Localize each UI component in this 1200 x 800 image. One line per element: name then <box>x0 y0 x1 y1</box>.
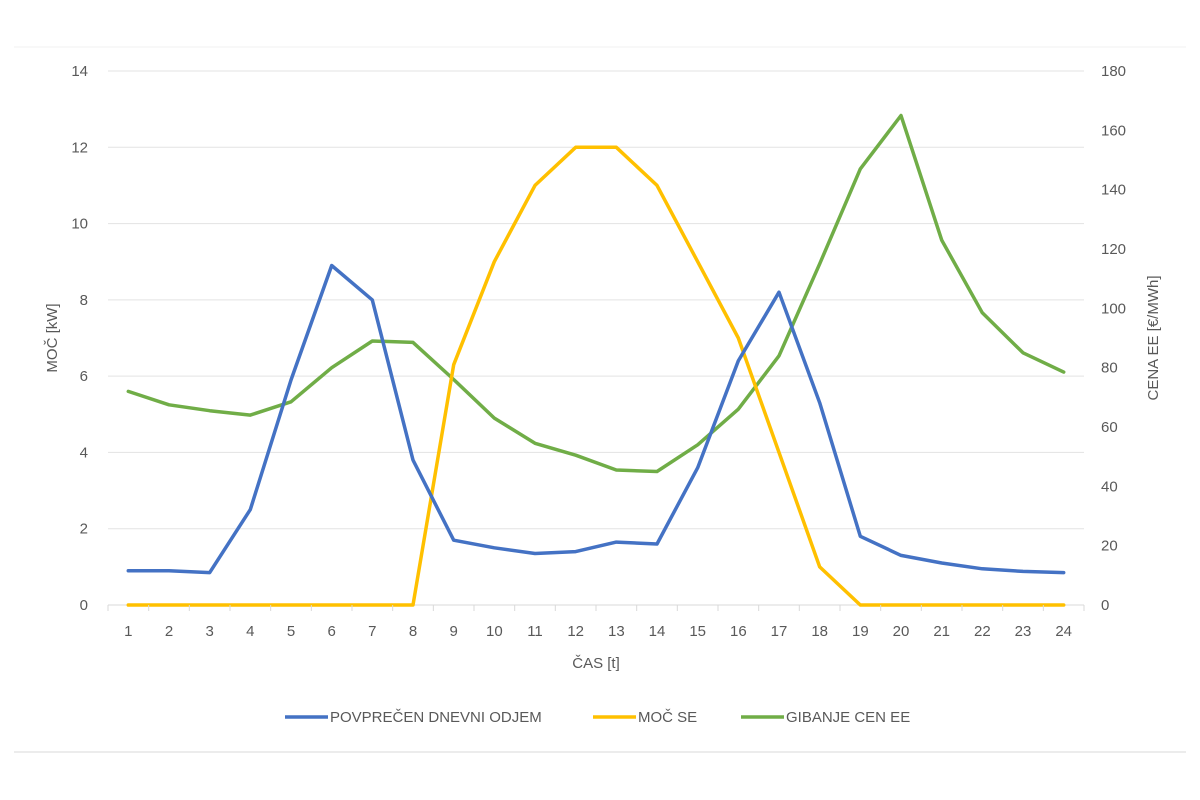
right-axis-ticks: 0 20 40 60 80 100 120 140 160 180 <box>1101 63 1126 614</box>
left-axis-tick-label: 2 <box>80 521 88 538</box>
x-axis-tick-label: 13 <box>608 623 625 640</box>
left-axis-title: MOČ [kW] <box>44 303 61 372</box>
right-axis-tick-label: 0 <box>1101 597 1109 614</box>
x-axis-tick-label: 8 <box>409 623 417 640</box>
right-axis-tick-label: 120 <box>1101 241 1126 258</box>
x-axis-tick-label: 2 <box>165 623 173 640</box>
x-axis-tick-label: 7 <box>368 623 376 640</box>
legend-label: POVPREČEN DNEVNI ODJEM <box>330 709 542 726</box>
right-axis-tick-label: 60 <box>1101 419 1118 436</box>
x-axis-tick-label: 6 <box>327 623 335 640</box>
x-axis-tick-label: 18 <box>811 623 828 640</box>
right-axis-tick-label: 100 <box>1101 300 1126 317</box>
legend-label: GIBANJE CEN EE <box>786 709 910 726</box>
x-axis-title: ČAS [t] <box>572 655 620 672</box>
right-axis-tick-label: 180 <box>1101 63 1126 80</box>
right-axis-tick-label: 140 <box>1101 182 1126 199</box>
x-axis-tick-label: 19 <box>852 623 869 640</box>
left-axis-tick-label: 8 <box>80 292 88 309</box>
series-layer <box>126 113 1066 607</box>
x-axis-ticks: 1 2 3 4 5 6 7 8 9 10 11 12 13 14 15 16 17 18 19 20 21 22 23 24 <box>107 605 1085 640</box>
x-axis-tick-label: 16 <box>730 623 747 640</box>
x-axis-tick-label: 22 <box>974 623 991 640</box>
x-axis-tick-label: 24 <box>1055 623 1072 640</box>
legend-label: MOČ SE <box>638 709 697 726</box>
x-axis-tick-label: 5 <box>287 623 295 640</box>
left-axis-tick-label: 14 <box>71 63 88 80</box>
left-axis-tick-label: 6 <box>80 368 88 385</box>
x-axis-tick-label: 4 <box>246 623 254 640</box>
right-axis-tick-label: 160 <box>1101 122 1126 139</box>
series-line-1 <box>126 263 1066 575</box>
left-axis-tick-label: 12 <box>71 139 88 156</box>
x-axis-tick-label: 23 <box>1015 623 1032 640</box>
x-axis-tick-label: 14 <box>649 623 666 640</box>
x-axis-tick-label: 20 <box>893 623 910 640</box>
x-axis-tick-label: 9 <box>449 623 457 640</box>
series-line-2 <box>126 145 1066 607</box>
x-axis-tick-label: 17 <box>771 623 788 640</box>
x-axis-tick-label: 21 <box>933 623 950 640</box>
legend: POVPREČEN DNEVNI ODJEM MOČ SE GIBANJE CEN … <box>285 709 910 726</box>
x-axis-tick-label: 3 <box>205 623 213 640</box>
right-axis-tick-label: 40 <box>1101 478 1118 495</box>
right-axis-tick-label: 20 <box>1101 538 1118 555</box>
x-axis-tick-label: 10 <box>486 623 503 640</box>
left-axis-ticks: 0 2 4 6 8 10 12 14 <box>71 63 88 614</box>
left-axis-tick-label: 10 <box>71 216 88 233</box>
right-axis-tick-label: 80 <box>1101 360 1118 377</box>
left-axis-tick-label: 4 <box>80 444 88 461</box>
x-axis-tick-label: 1 <box>124 623 132 640</box>
right-axis-title: CENA EE [€/MWh] <box>1145 275 1162 400</box>
x-axis-tick-label: 12 <box>567 623 584 640</box>
left-axis-tick-label: 0 <box>80 597 88 614</box>
x-axis-tick-label: 11 <box>527 623 543 640</box>
x-axis-tick-label: 15 <box>689 623 706 640</box>
